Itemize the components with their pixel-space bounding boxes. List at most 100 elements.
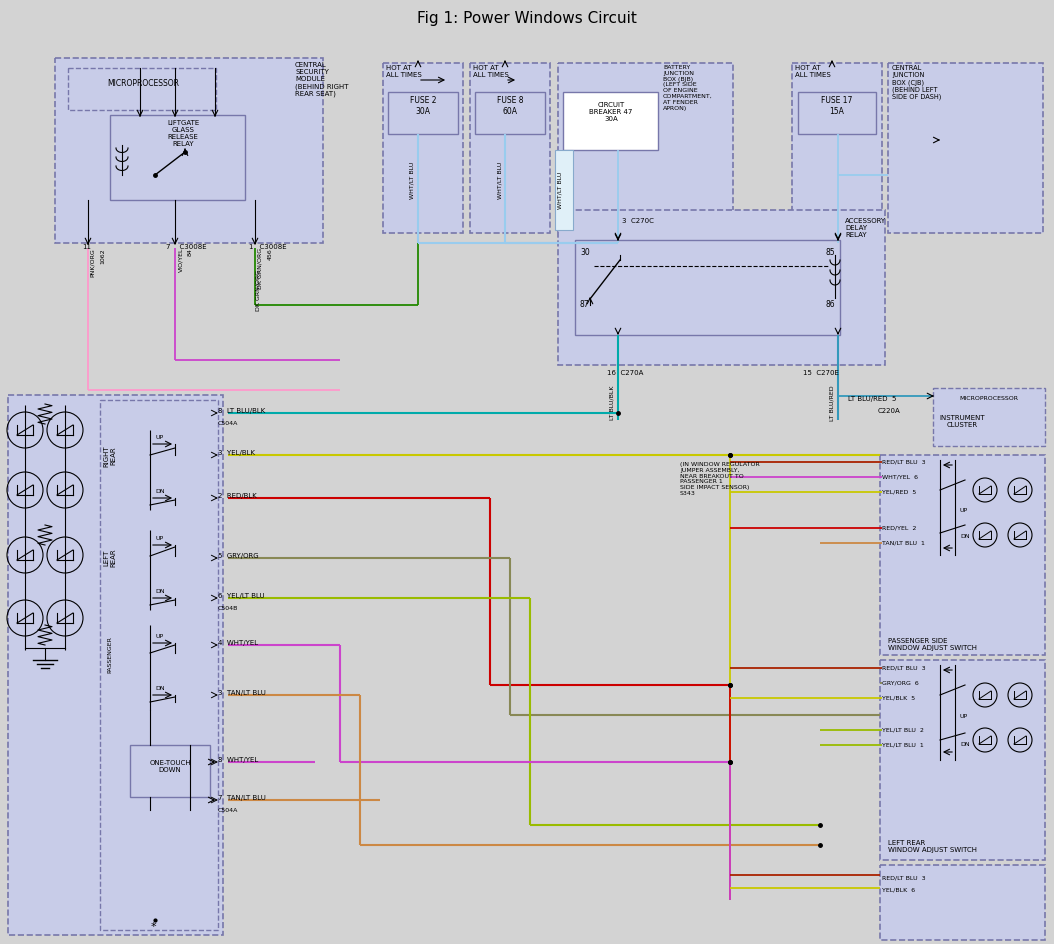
Text: 16  C270A: 16 C270A [607,370,643,376]
Bar [575,240,840,335]
Text: C3008E: C3008E [175,244,207,250]
Text: YEL/RED  5: YEL/RED 5 [882,490,916,495]
Text: LT BLU/BLK: LT BLU/BLK [610,385,614,419]
Bar [69,68,216,110]
Text: WHT/LT BLU: WHT/LT BLU [497,161,502,198]
Text: 86: 86 [826,300,836,309]
Text: 8  WHT/YEL: 8 WHT/YEL [218,757,258,763]
Text: 87: 87 [580,300,589,309]
Text: UP: UP [960,508,969,513]
Text: GRY/ORG  6: GRY/ORG 6 [882,681,919,685]
Text: CENTRAL
JUNCTION
BOX (CJB)
(BEHIND LEFT
SIDE OF DASH): CENTRAL JUNCTION BOX (CJB) (BEHIND LEFT … [892,65,941,100]
Text: WHT/LT BLU: WHT/LT BLU [410,161,415,198]
Text: 3  C270C: 3 C270C [622,218,653,224]
Text: HOT AT
ALL TIMES: HOT AT ALL TIMES [473,65,509,78]
Text: YEL/BLK  5: YEL/BLK 5 [882,696,915,700]
Text: 2  RED/BLK: 2 RED/BLK [218,493,257,499]
Text: 456: 456 [268,248,273,260]
Text: 4  WHT/YEL: 4 WHT/YEL [218,640,258,646]
Bar [555,150,573,230]
Text: CENTRAL
SECURITY
MODULE
(BEHIND RIGHT
REAR SEAT): CENTRAL SECURITY MODULE (BEHIND RIGHT RE… [295,62,349,97]
Text: 85: 85 [826,248,836,257]
Text: C504A: C504A [218,421,238,426]
Text: C504A: C504A [218,808,238,813]
Text: 15  C270E: 15 C270E [803,370,839,376]
Text: YEL/BLK  6: YEL/BLK 6 [882,888,915,893]
Text: DK GRN/ORG: DK GRN/ORG [258,248,264,289]
Text: PNK/ORG: PNK/ORG [90,248,95,277]
Text: LT BLU/RED: LT BLU/RED [829,385,835,421]
Text: DK GRN/ORG: DK GRN/ORG [255,270,260,312]
Text: LIFTGATE
GLASS
RELEASE
RELAY: LIFTGATE GLASS RELEASE RELAY [167,120,199,147]
Text: 7  TAN/LT BLU: 7 TAN/LT BLU [218,795,266,801]
Text: RED/LT BLU  3: RED/LT BLU 3 [882,460,925,464]
Text: MICROPROCESSOR: MICROPROCESSOR [959,396,1018,401]
Text: 1062: 1062 [100,248,105,263]
Text: DN: DN [155,686,164,691]
Text: YEL/LT BLU  2: YEL/LT BLU 2 [882,728,924,733]
Text: UP: UP [155,536,163,541]
Text: YEL/LT BLU  1: YEL/LT BLU 1 [882,743,923,748]
Bar [880,865,1045,940]
Text: RIGHT
REAR: RIGHT REAR [103,446,117,467]
Bar [138,430,193,510]
Text: FUSE 2
30A: FUSE 2 30A [410,96,436,116]
Text: FUSE 8
60A: FUSE 8 60A [496,96,523,116]
Text: LEFT
REAR: LEFT REAR [103,548,117,567]
Text: *: * [150,922,156,932]
Bar [558,63,733,233]
Text: (IN WINDOW REGULATOR
JUMPER ASSEMBLY,
NEAR BREAKOUT TO
PASSENGER 1
SIDE IMPACT S: (IN WINDOW REGULATOR JUMPER ASSEMBLY, NE… [680,462,760,496]
Text: LT BLU/RED  5: LT BLU/RED 5 [848,396,896,402]
Bar [8,395,223,935]
Text: DN: DN [960,743,970,748]
Text: 11: 11 [82,244,91,250]
Bar [792,63,882,233]
Bar [388,92,458,134]
Bar [880,455,1045,655]
Bar [55,58,323,243]
Text: 6  YEL/LT BLU: 6 YEL/LT BLU [218,593,265,599]
Text: RED/LT BLU  3: RED/LT BLU 3 [882,666,925,670]
Text: 5  GRY/ORG: 5 GRY/ORG [218,553,258,559]
Text: UP: UP [960,715,969,719]
Text: RED/YEL  2: RED/YEL 2 [882,526,916,531]
Bar [889,63,1043,233]
Text: 1: 1 [248,244,253,250]
Text: WHT/LT BLU: WHT/LT BLU [558,171,563,209]
Text: FUSE 17
15A: FUSE 17 15A [821,96,853,116]
Text: VIO/YEL: VIO/YEL [178,248,183,273]
Text: 7: 7 [165,244,170,250]
Text: RED/LT BLU  3: RED/LT BLU 3 [882,875,925,880]
Text: HOT AT
ALL TIMES: HOT AT ALL TIMES [386,65,422,78]
Text: INSTRUMENT
CLUSTER: INSTRUMENT CLUSTER [939,415,984,428]
Text: PASSENGER: PASSENGER [108,636,113,673]
Text: DN: DN [960,534,970,540]
Text: UP: UP [155,435,163,440]
Text: HOT AT
ALL TIMES: HOT AT ALL TIMES [795,65,831,78]
Text: MICROPROCESSOR: MICROPROCESSOR [108,78,179,88]
Bar [558,210,885,365]
Bar [100,400,218,930]
Bar [798,92,876,134]
Bar [563,92,658,150]
Text: BATTERY
JUNCTION
BOX (BJB)
(LEFT SIDE
OF ENGINE
COMPARTMENT,
AT FENDER
APRON): BATTERY JUNCTION BOX (BJB) (LEFT SIDE OF… [663,65,713,110]
Text: UP: UP [155,634,163,639]
Text: LEFT REAR
WINDOW ADJUST SWITCH: LEFT REAR WINDOW ADJUST SWITCH [889,840,977,853]
Text: PASSENGER SIDE
WINDOW ADJUST SWITCH: PASSENGER SIDE WINDOW ADJUST SWITCH [889,638,977,651]
Text: 8  LT BLU/BLK: 8 LT BLU/BLK [218,408,266,414]
Text: ONE-TOUCH
DOWN: ONE-TOUCH DOWN [150,760,191,773]
Bar [880,660,1045,860]
Text: DN: DN [155,589,164,594]
Bar [110,115,245,200]
Bar [130,745,210,797]
Bar [933,388,1045,446]
Text: 84: 84 [188,248,193,256]
Text: 30: 30 [580,248,590,257]
Bar [470,63,550,233]
Text: CIRCUIT
BREAKER 47
30A: CIRCUIT BREAKER 47 30A [589,102,632,122]
Text: C504B: C504B [218,606,238,611]
Bar [383,63,463,233]
Text: C220A: C220A [878,408,901,414]
Text: C3008E: C3008E [255,244,287,250]
Text: 3  TAN/LT BLU: 3 TAN/LT BLU [218,690,266,696]
